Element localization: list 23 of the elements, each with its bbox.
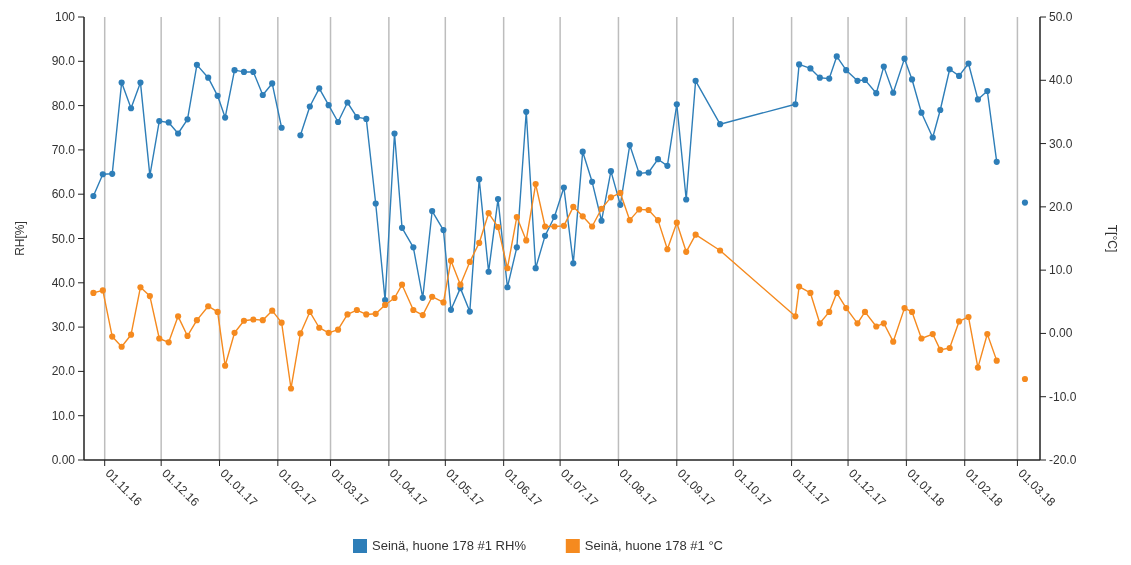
y-tick-label: 60.0 (51, 187, 76, 202)
y-tick-label: 10.0 (51, 408, 76, 423)
y2-tick-label: 30.0 (1049, 136, 1073, 151)
y-tick-label: 70.0 (51, 142, 76, 157)
legend-label: Seinä, huone 178 #1 °C (584, 538, 723, 553)
y-tick-label: 80.0 (51, 98, 76, 113)
y2-tick-label: -20.0 (1049, 453, 1077, 467)
y-tick-label: 30.0 (51, 320, 76, 335)
y2-tick-label: 0.00 (1049, 326, 1073, 341)
legend-label: Seinä, huone 178 #1 RH% (372, 538, 527, 553)
y2-tick-label: 50.0 (1049, 10, 1073, 24)
y2-tick-label: -10.0 (1049, 389, 1077, 404)
y2-axis-title: T[°C] (1105, 224, 1119, 253)
y-tick-label: 20.0 (51, 364, 76, 379)
y-tick-label: 0.00 (51, 453, 76, 467)
y-tick-label: 100 (54, 10, 76, 24)
y2-tick-label: 10.0 (1049, 263, 1073, 278)
y-tick-label: 90.0 (51, 54, 76, 69)
y-tick-label: 40.0 (51, 275, 76, 290)
y2-tick-label: 20.0 (1049, 199, 1073, 214)
y-tick-label: 50.0 (51, 231, 76, 246)
y-axis-title: RH[%] (13, 221, 27, 256)
y2-tick-label: 40.0 (1049, 73, 1073, 88)
